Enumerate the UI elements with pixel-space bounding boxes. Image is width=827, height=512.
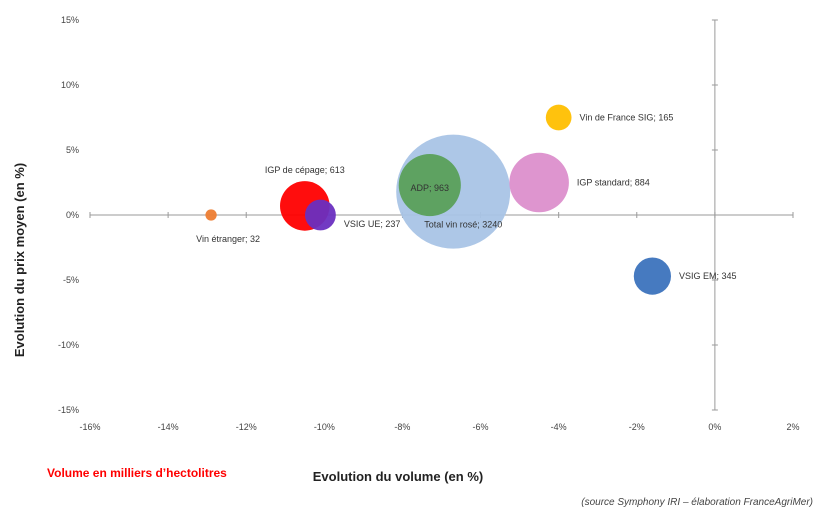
y-axis-title: Evolution du prix moyen (en %): [12, 163, 27, 357]
x-axis-title: Evolution du volume (en %): [313, 469, 483, 484]
bubble: [509, 152, 569, 213]
bubbles: [205, 104, 671, 295]
x-tick-label: -12%: [236, 422, 257, 432]
y-tick-label: -10%: [58, 340, 79, 350]
x-tick-label: 0%: [708, 422, 721, 432]
x-tick-label: -8%: [394, 422, 410, 432]
bubble-label: VSIG UE; 237: [344, 219, 401, 229]
bubble-labels: Total vin rosé; 3240 IGP standard; 884 ADP…: [196, 113, 736, 282]
volume-unit-note: Volume en milliers d’hectolitres: [47, 466, 227, 480]
bubble-label: IGP de cépage; 613: [265, 165, 345, 175]
x-tick-label: -14%: [158, 422, 179, 432]
bubble: [205, 209, 217, 221]
y-tick-label: -5%: [63, 275, 79, 285]
x-tick-label: 2%: [786, 422, 799, 432]
bubble-label: IGP standard; 884: [577, 178, 650, 188]
x-tick-label: -10%: [314, 422, 335, 432]
bubble-label: Vin de France SIG; 165: [580, 113, 674, 123]
source-caption: (source Symphony IRI – élaboration Franc…: [581, 497, 813, 508]
bubble-label: Vin étranger; 32: [196, 234, 260, 244]
bubble-label: Total vin rosé; 3240: [424, 220, 502, 230]
y-tick-label: 15%: [61, 15, 79, 25]
bubble-label: ADP; 963: [411, 183, 450, 193]
x-tick-label: -2%: [629, 422, 645, 432]
bubble: [398, 154, 461, 217]
x-tick-label: -16%: [79, 422, 100, 432]
bubble: [545, 104, 572, 131]
y-tick-label: -15%: [58, 405, 79, 415]
y-tick-label: 0%: [66, 210, 79, 220]
y-tick-label: 5%: [66, 145, 79, 155]
x-tick-label: -6%: [473, 422, 489, 432]
bubble: [305, 199, 336, 231]
bubble-label: VSIG EM; 345: [679, 271, 737, 281]
x-tick-label: -4%: [551, 422, 567, 432]
y-tick-label: 10%: [61, 80, 79, 90]
axes: -16% -14% -12% -10% -8% -6% -4% -2% 0% 2% 15% 10% 5%…: [58, 15, 800, 432]
bubble: [633, 257, 671, 295]
